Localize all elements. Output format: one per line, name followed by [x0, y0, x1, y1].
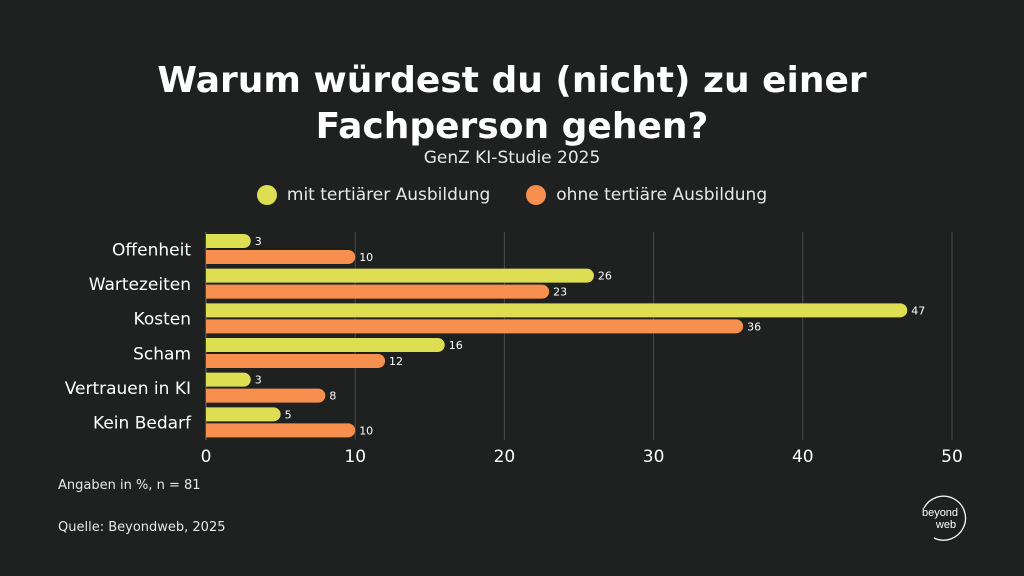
chart-title-line-2: Fachperson gehen?: [315, 106, 709, 147]
value-label-s1-1: 26: [598, 270, 612, 283]
category-label-4: Vertrauen in KI: [65, 379, 191, 399]
bar-s1-3: [206, 338, 445, 352]
x-tick-label-50: 50: [941, 447, 963, 467]
value-label-s1-4: 3: [255, 374, 262, 387]
x-tick-label-30: 30: [643, 447, 665, 467]
value-label-s1-0: 3: [255, 235, 262, 248]
category-label-1: Wartezeiten: [89, 275, 191, 295]
logo-text-web: web: [935, 519, 956, 531]
x-tick-label-40: 40: [792, 447, 814, 467]
bar-s1-1: [206, 268, 594, 283]
legend: mit tertiärer Ausbildung ohne tertiäre A…: [0, 185, 1024, 205]
bar-s2-4: [206, 388, 326, 403]
bar-s1-2: [206, 303, 908, 318]
logo-arc: [923, 495, 967, 541]
bar-s1-0: [206, 234, 251, 248]
value-label-s2-4: 8: [329, 390, 336, 403]
bar-s2-1: [206, 284, 550, 299]
legend-swatch-series-1: [256, 185, 277, 205]
sample-note: Angaben in %, n = 81: [58, 478, 201, 493]
value-label-s2-5: 10: [359, 424, 373, 437]
category-label-2: Kosten: [134, 310, 191, 330]
legend-label-series-2: ohne tertiäre Ausbildung: [556, 185, 768, 205]
value-label-s1-2: 47: [911, 304, 925, 317]
value-label-s1-3: 16: [449, 339, 463, 352]
category-label-5: Kein Bedarf: [93, 414, 192, 434]
chart-title: Warum würdest du (nicht) zu einer Fachpe…: [0, 58, 1024, 150]
chart-subtitle: GenZ KI-Studie 2025: [423, 148, 601, 168]
value-label-s1-5: 5: [285, 408, 292, 421]
source-note: Quelle: Beyondweb, 2025: [58, 520, 226, 535]
bar-s1-4: [206, 372, 251, 387]
chart-title-line-1: Warum würdest du (nicht) zu einer: [157, 60, 867, 101]
x-tick-label-0: 0: [201, 447, 212, 467]
value-label-s2-3: 12: [389, 355, 403, 368]
value-label-s2-1: 23: [553, 286, 567, 299]
x-tick-label-20: 20: [494, 447, 516, 467]
legend-item-series-2: ohne tertiäre Ausbildung: [526, 185, 767, 205]
beyondweb-logo: beyond web: [922, 495, 967, 541]
value-label-s2-0: 10: [359, 251, 373, 264]
x-tick-label-10: 10: [344, 447, 366, 467]
bar-s1-5: [206, 407, 281, 422]
logo-text-beyond: beyond: [922, 507, 958, 519]
category-label-0: Offenheit: [112, 240, 191, 260]
legend-swatch-series-2: [526, 185, 547, 205]
category-label-3: Scham: [133, 344, 191, 364]
legend-label-series-1: mit tertiärer Ausbildung: [286, 185, 491, 205]
bar-s2-0: [206, 250, 356, 264]
bar-s2-3: [206, 354, 386, 368]
legend-item-series-1: mit tertiärer Ausbildung: [256, 185, 491, 205]
value-label-s2-2: 36: [747, 320, 761, 333]
bar-s2-2: [206, 319, 744, 334]
bar-s2-5: [206, 423, 356, 438]
